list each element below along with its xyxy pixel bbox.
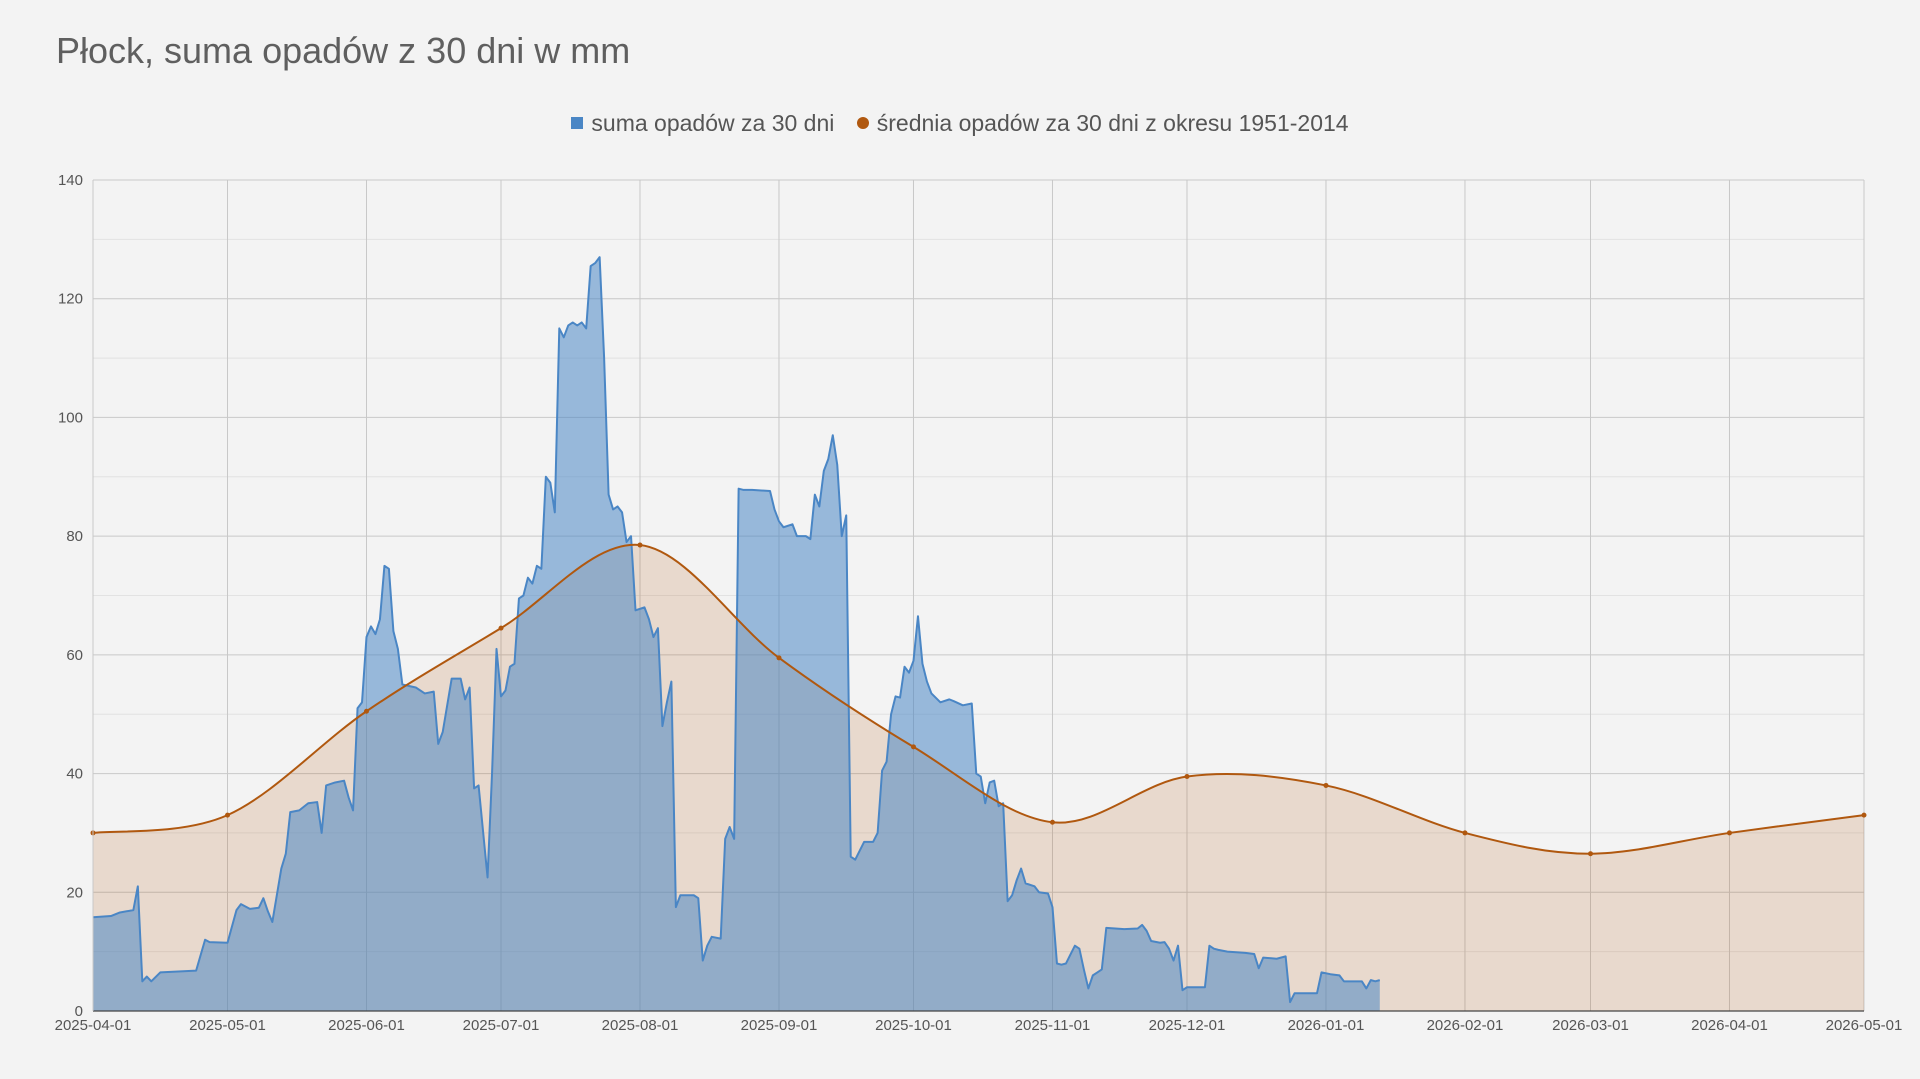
x-tick-label: 2025-08-01 [602, 1017, 679, 1034]
legend-swatch-sum [571, 117, 584, 129]
average-point [1049, 819, 1055, 825]
legend-item-average[interactable]: średnia opadów za 30 dni z okresu 1951-2… [856, 109, 1349, 137]
x-tick-label: 2025-11-01 [1015, 1017, 1091, 1034]
x-tick-label: 2025-07-01 [463, 1017, 540, 1034]
x-tick-label: 2026-05-01 [1826, 1017, 1903, 1034]
x-tick-label: 2025-04-01 [55, 1017, 132, 1034]
y-tick-label: 20 [66, 884, 83, 901]
x-tick-label: 2025-05-01 [189, 1017, 266, 1034]
average-line [92, 543, 1865, 855]
average-point [363, 708, 369, 714]
y-tick-label: 40 [66, 766, 83, 783]
average-point [1861, 812, 1867, 818]
y-tick-label: 0 [75, 1003, 83, 1020]
x-tick-label: 2026-01-01 [1288, 1017, 1365, 1034]
legend-label-sum: suma opadów za 30 dni [591, 109, 835, 136]
average-point [910, 744, 916, 750]
average-point [1462, 830, 1468, 836]
sum-area [93, 257, 1380, 1011]
x-tick-label: 2026-04-01 [1691, 1017, 1768, 1034]
legend: suma opadów za 30 dni średnia opadów za … [0, 108, 1920, 137]
y-tick-label: 80 [66, 528, 83, 545]
average-point [637, 542, 643, 548]
legend-item-sum[interactable]: suma opadów za 30 dni [571, 110, 834, 137]
y-tick-label: 120 [58, 291, 83, 308]
legend-label-average: średnia opadów za 30 dni z okresu 1951-2… [876, 109, 1349, 136]
sum-line [92, 256, 1381, 1004]
y-tick-label: 140 [58, 172, 83, 189]
average-point [1323, 782, 1329, 788]
average-point [498, 625, 504, 631]
average-point [776, 655, 782, 661]
average-point [225, 812, 231, 818]
average-point [1184, 774, 1190, 780]
chart-title: Płock, suma opadów z 30 dni w mm [56, 30, 631, 71]
x-tick-label: 2025-12-01 [1149, 1017, 1226, 1034]
x-tick-label: 2026-02-01 [1427, 1017, 1504, 1034]
y-tick-label: 60 [66, 647, 83, 664]
x-tick-label: 2025-06-01 [328, 1017, 405, 1034]
y-tick-label: 100 [58, 409, 83, 426]
x-tick-label: 2026-03-01 [1552, 1017, 1629, 1034]
x-tick-label: 2025-09-01 [741, 1017, 818, 1034]
average-point [1588, 851, 1594, 857]
legend-swatch-average [856, 117, 869, 129]
average-point [1726, 830, 1732, 836]
x-tick-label: 2025-10-01 [875, 1017, 952, 1034]
